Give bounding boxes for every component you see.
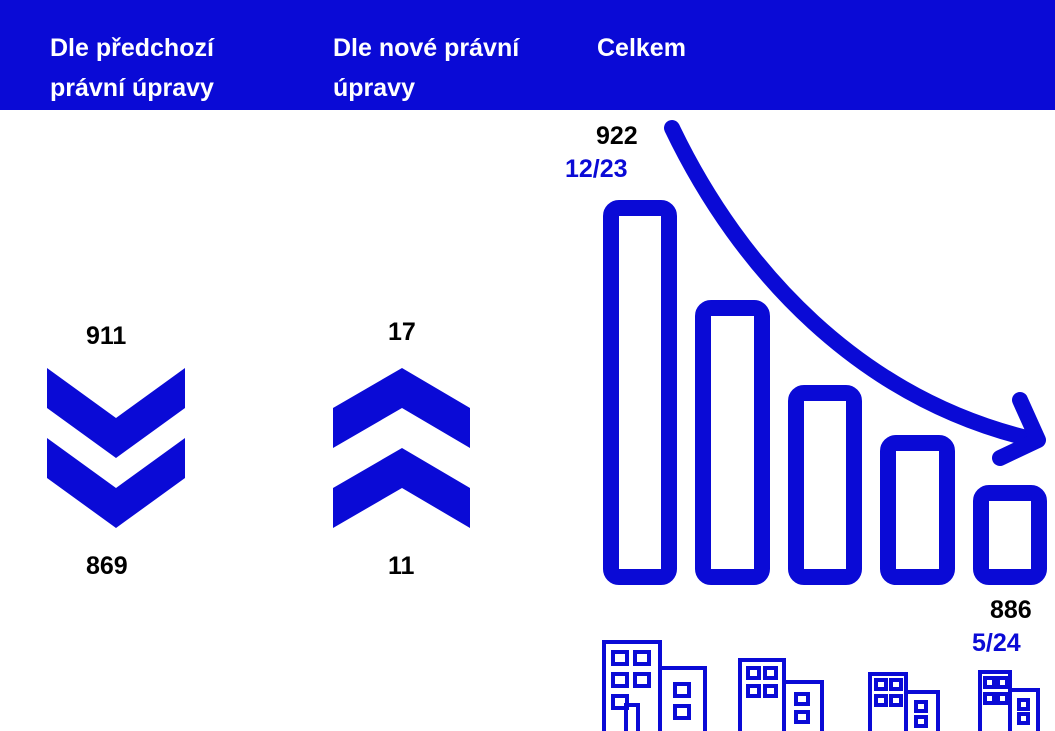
header-col: Celkem	[597, 34, 686, 62]
header-col: Dle nové právní úpravy	[333, 34, 520, 102]
count: 922	[596, 122, 638, 150]
chevrons-down	[47, 368, 185, 528]
date: 12/23	[565, 155, 628, 183]
header-col: Dle předchozí právní úpravy	[50, 34, 214, 102]
buildings	[602, 640, 1040, 731]
bars	[603, 200, 1047, 585]
chevrons-up	[333, 368, 470, 528]
count: 911	[86, 322, 127, 350]
date: 5/24	[972, 629, 1021, 657]
count: 886	[990, 596, 1032, 624]
count: 869	[86, 552, 128, 580]
trend-arrow	[664, 120, 1046, 466]
count: 11	[388, 552, 415, 580]
count: 17	[388, 318, 416, 346]
header-bar	[0, 0, 1055, 110]
